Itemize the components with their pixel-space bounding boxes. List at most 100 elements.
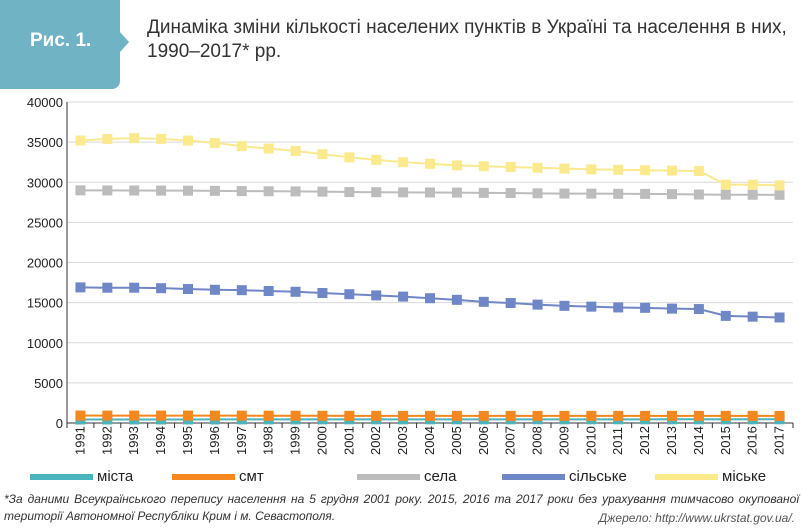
data-point <box>75 185 86 196</box>
data-point <box>505 188 516 199</box>
data-point <box>398 410 409 421</box>
x-tick-label: 2000 <box>314 426 329 455</box>
data-point <box>398 157 409 168</box>
x-tick-label: 2002 <box>368 426 383 455</box>
x-tick-label: 2003 <box>395 426 410 455</box>
legend-swatch <box>655 474 718 480</box>
legend-label: сільське <box>569 468 627 485</box>
data-point <box>693 189 704 200</box>
data-point <box>720 179 731 190</box>
y-tick-label: 35000 <box>27 135 63 150</box>
data-point <box>693 304 704 315</box>
data-point <box>559 163 570 174</box>
data-point <box>156 133 167 144</box>
data-point <box>747 311 758 322</box>
header: Рис. 1. Динаміка зміни кількості населен… <box>0 0 803 90</box>
data-point <box>183 410 193 421</box>
data-point <box>290 410 301 421</box>
x-tick-label: 2009 <box>556 426 571 455</box>
x-tick-label: 1993 <box>126 426 141 455</box>
data-point <box>505 298 516 309</box>
data-point <box>720 189 731 200</box>
legend-swatch <box>357 474 420 480</box>
x-tick-label: 2001 <box>341 426 356 455</box>
y-tick-label: 40000 <box>27 95 63 110</box>
data-point <box>613 410 624 421</box>
data-point <box>478 410 489 421</box>
data-point <box>156 283 167 294</box>
line-chart: 0 5000 10000 15000 20000 25000 30000 35000 40000… <box>27 95 794 455</box>
y-tick-label: 5000 <box>34 376 63 391</box>
data-point <box>559 300 570 311</box>
data-point <box>129 410 140 421</box>
x-tick-label: 2012 <box>637 426 652 455</box>
data-point <box>236 186 247 197</box>
legend-label: смт <box>239 468 264 485</box>
legend-swatch <box>502 474 565 480</box>
x-tick-label: 1998 <box>261 426 276 455</box>
data-point <box>774 180 785 191</box>
data-point <box>290 145 301 156</box>
data-point <box>236 410 247 421</box>
data-point <box>371 187 382 198</box>
data-point <box>102 185 113 196</box>
data-point <box>747 179 758 190</box>
data-point <box>586 410 597 421</box>
x-tick-label: 1994 <box>153 426 168 455</box>
data-point <box>209 284 220 295</box>
data-point <box>667 165 677 176</box>
data-point <box>640 302 651 313</box>
x-tick-label: 2013 <box>664 426 679 455</box>
data-point <box>640 410 651 421</box>
x-tick-label: 2014 <box>691 426 706 455</box>
data-point <box>209 137 220 148</box>
legend-swatch <box>172 474 235 480</box>
y-tick-label: 0 <box>56 416 63 431</box>
data-point <box>747 410 758 421</box>
data-point <box>317 186 328 197</box>
data-point <box>640 165 651 176</box>
data-point <box>478 296 489 307</box>
data-point <box>559 188 570 199</box>
data-point <box>371 290 382 301</box>
data-point <box>774 189 785 200</box>
data-point <box>398 291 409 302</box>
data-point <box>75 282 86 293</box>
data-point <box>371 154 382 165</box>
chart-title: Динаміка зміни кількості населених пункт… <box>147 17 787 62</box>
y-tick-label: 10000 <box>27 336 63 351</box>
data-point <box>478 161 489 172</box>
x-tick-label: 2015 <box>718 426 733 455</box>
data-point <box>129 282 140 293</box>
x-tick-label: 2011 <box>610 427 625 455</box>
data-point <box>425 293 435 304</box>
data-point <box>667 303 677 314</box>
legend-label: села <box>424 468 457 485</box>
data-point <box>720 310 731 321</box>
x-tick-label: 1996 <box>207 426 222 455</box>
data-point <box>263 285 274 296</box>
data-point <box>451 160 462 171</box>
x-tick-label: 1999 <box>288 426 303 455</box>
x-tick-label: 1991 <box>72 426 87 455</box>
data-point <box>317 287 328 298</box>
y-tick-label: 15000 <box>27 296 63 311</box>
data-point <box>586 164 597 175</box>
x-tick-label: 1995 <box>180 426 195 455</box>
data-point <box>774 312 785 323</box>
x-tick-label: 2016 <box>745 426 760 455</box>
y-tick-label: 25000 <box>27 215 63 230</box>
data-point <box>451 410 462 421</box>
data-point <box>505 162 516 173</box>
data-point <box>613 302 624 313</box>
data-point <box>344 410 355 421</box>
figure-label: Рис. 1. <box>30 30 92 51</box>
data-point <box>586 301 597 312</box>
legend-swatch <box>30 474 93 480</box>
data-point <box>290 186 301 197</box>
data-point <box>263 186 274 197</box>
data-point <box>613 188 624 199</box>
footnote: *За даними Всеукраїнського перепису насе… <box>4 492 799 523</box>
data-point <box>747 189 758 200</box>
data-point <box>586 188 597 199</box>
